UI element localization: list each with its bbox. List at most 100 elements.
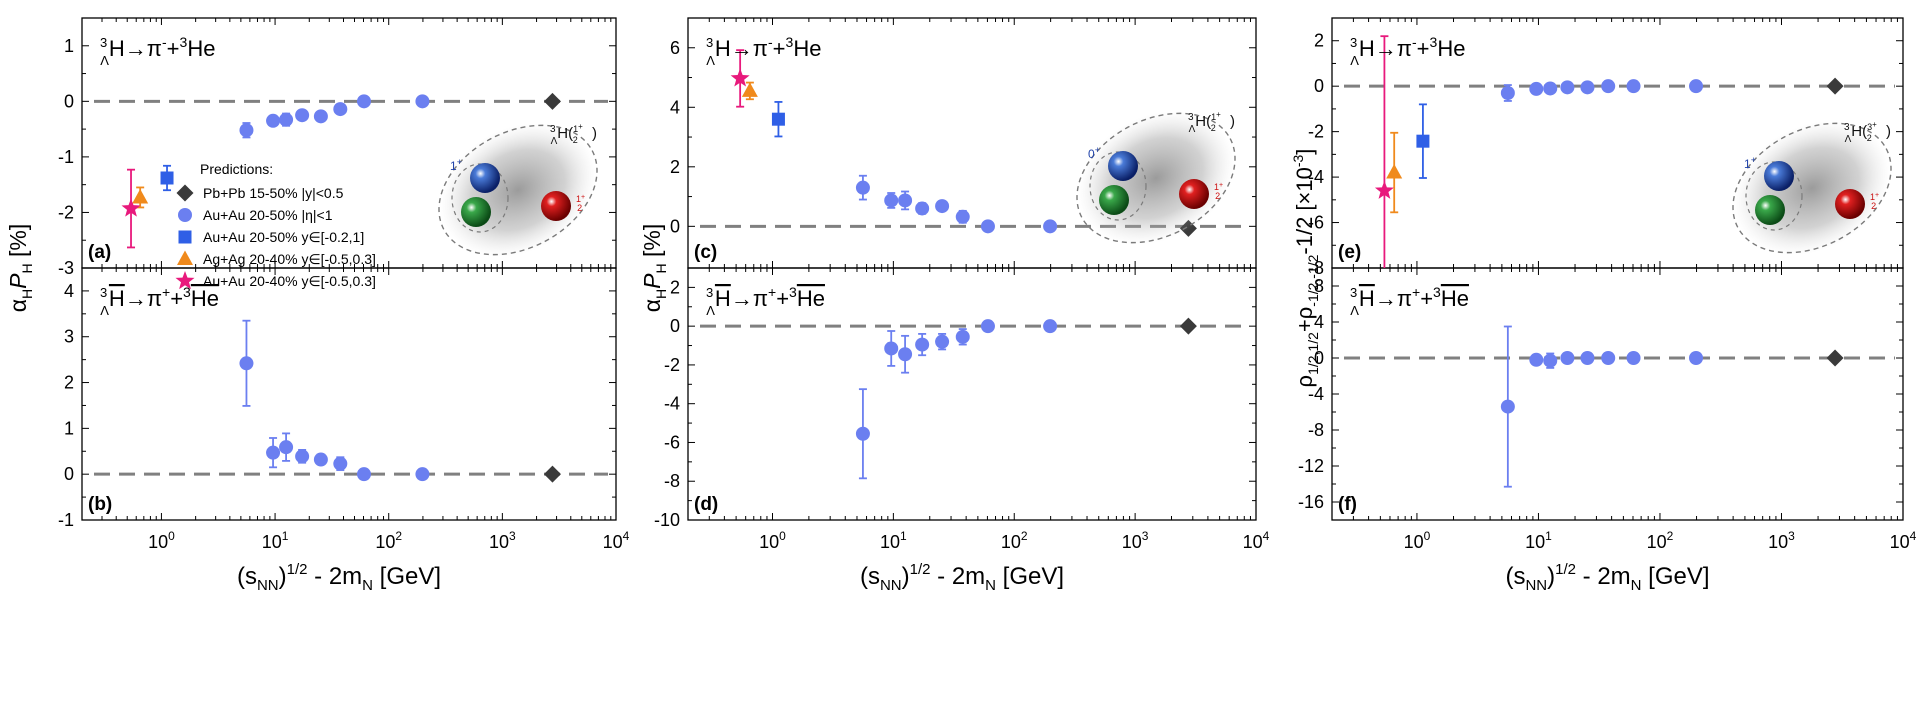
- y-tick-label: -2: [664, 355, 680, 375]
- text-part: +: [1872, 120, 1877, 129]
- decay-channel-text: 3 ΛH→π++3He: [100, 284, 219, 318]
- lambda-ball: [541, 191, 571, 221]
- data-point-star: [730, 68, 750, 87]
- text-part: 10: [1525, 532, 1545, 552]
- data-point-circle: [1500, 86, 1515, 100]
- data-point-circle: [1543, 81, 1558, 96]
- y-tick-label: 2: [1314, 31, 1324, 51]
- text-part: 3: [1433, 284, 1441, 300]
- text-part: (s: [1505, 563, 1525, 590]
- x-tick-label: 101: [880, 529, 907, 552]
- text-part: +: [776, 286, 789, 311]
- text-part: 3: [1844, 122, 1850, 133]
- text-part: 3: [1788, 529, 1795, 543]
- text-part: -: [768, 34, 773, 50]
- y-tick-label: 6: [670, 38, 680, 58]
- text-part: N: [985, 577, 996, 594]
- text-part: 3: [1350, 285, 1357, 300]
- x-tick-label: 100: [759, 529, 786, 552]
- text-part: 1: [900, 529, 907, 543]
- text-part: He: [1437, 36, 1465, 61]
- lambda-spin-label: 1+ 2: [1214, 182, 1223, 201]
- text-part: H: [19, 289, 35, 299]
- text-part: 10: [1001, 532, 1021, 552]
- data-point-circle: [1601, 79, 1616, 94]
- data-point-circle: [313, 109, 328, 124]
- data-point-circle: [1601, 351, 1616, 365]
- data-point-circle: [356, 467, 371, 482]
- y-tick-label: -10: [654, 510, 680, 530]
- text-part: 1: [1545, 529, 1552, 543]
- cloud-shading: [1077, 111, 1235, 245]
- text-part: -1/2 [×10: [1292, 167, 1317, 254]
- text-part: +: [773, 36, 786, 61]
- hypertriton-illustration: [438, 123, 598, 257]
- text-part: 1: [1211, 112, 1216, 122]
- panel-e: [1331, 18, 1904, 269]
- y-tick-label: -4: [1308, 167, 1324, 187]
- outer-dashed-ellipse: [1732, 122, 1892, 254]
- y-tick-label: 0: [64, 91, 74, 111]
- text-part: -: [1412, 34, 1417, 50]
- text-part: H: [19, 263, 35, 273]
- text-part: 2: [577, 203, 582, 213]
- data-point-circle: [239, 123, 254, 138]
- text-part: 1/2: [1555, 561, 1576, 578]
- y-tick-label: -8: [664, 471, 680, 491]
- data-point-circle: [955, 329, 970, 344]
- x-tick-label: 104: [1890, 529, 1917, 552]
- text-part: Λ: [551, 136, 558, 147]
- text-part: 0: [1088, 147, 1095, 161]
- y-tick-label: 2: [670, 277, 680, 297]
- text-part: 4: [1910, 529, 1917, 543]
- text-part: +: [1412, 284, 1420, 300]
- text-part: (s: [860, 563, 880, 590]
- data-point-circle: [295, 108, 310, 123]
- data-point-diamond: [1826, 77, 1844, 95]
- legend-marker-square: [178, 230, 192, 244]
- panel-frame: [1331, 267, 1904, 521]
- text-part: - 2m: [930, 563, 985, 590]
- deuteron-spin-label: 1+: [450, 157, 462, 173]
- illustration-title-close: ): [1230, 113, 1235, 130]
- text-part: 3: [1350, 35, 1357, 50]
- panel-label: (b): [88, 494, 112, 515]
- text-part: 1: [1870, 192, 1875, 202]
- y-tick-label: -12: [1298, 456, 1324, 476]
- data-point-circle: [915, 201, 930, 216]
- y-tick-label: -4: [664, 394, 680, 414]
- panel-b: [81, 268, 617, 521]
- text-part: H: [1359, 286, 1375, 311]
- text-part: 3: [706, 285, 713, 300]
- data-point-circle: [1043, 219, 1058, 234]
- text-part: (s: [237, 563, 257, 590]
- text-part: He: [797, 286, 825, 311]
- text-part: 3: [1188, 112, 1194, 123]
- data-point-circle: [266, 113, 281, 128]
- text-part: 3: [789, 284, 797, 300]
- data-point-circle: [935, 199, 950, 214]
- text-part: [%]: [5, 224, 31, 264]
- data-point-circle: [356, 94, 371, 109]
- y-tick-label: -1: [58, 147, 74, 167]
- decay-channel-text: 3 ΛH→π++3He: [1350, 284, 1469, 318]
- text-part: H→π: [1359, 36, 1412, 61]
- illustration-title: 3 ΛH(1+ 2: [1188, 110, 1221, 135]
- text-part: 0: [1424, 529, 1431, 543]
- text-part: ): [279, 563, 287, 590]
- data-point-circle: [1529, 81, 1544, 96]
- text-part: 1: [1744, 157, 1751, 171]
- text-part: 4: [1263, 529, 1270, 543]
- data-point-diamond: [543, 92, 561, 110]
- text-part: 10: [1768, 532, 1788, 552]
- data-point-circle: [884, 341, 899, 356]
- data-point-circle: [855, 426, 870, 441]
- text-part: α: [5, 299, 31, 312]
- panel-frame: [687, 267, 1257, 521]
- text-part: +: [162, 284, 170, 300]
- text-part: ]: [1292, 149, 1317, 155]
- text-part: +: [167, 36, 180, 61]
- y-tick-label: -2: [58, 202, 74, 222]
- data-point-circle: [279, 440, 294, 455]
- x-tick-label: 102: [1001, 529, 1028, 552]
